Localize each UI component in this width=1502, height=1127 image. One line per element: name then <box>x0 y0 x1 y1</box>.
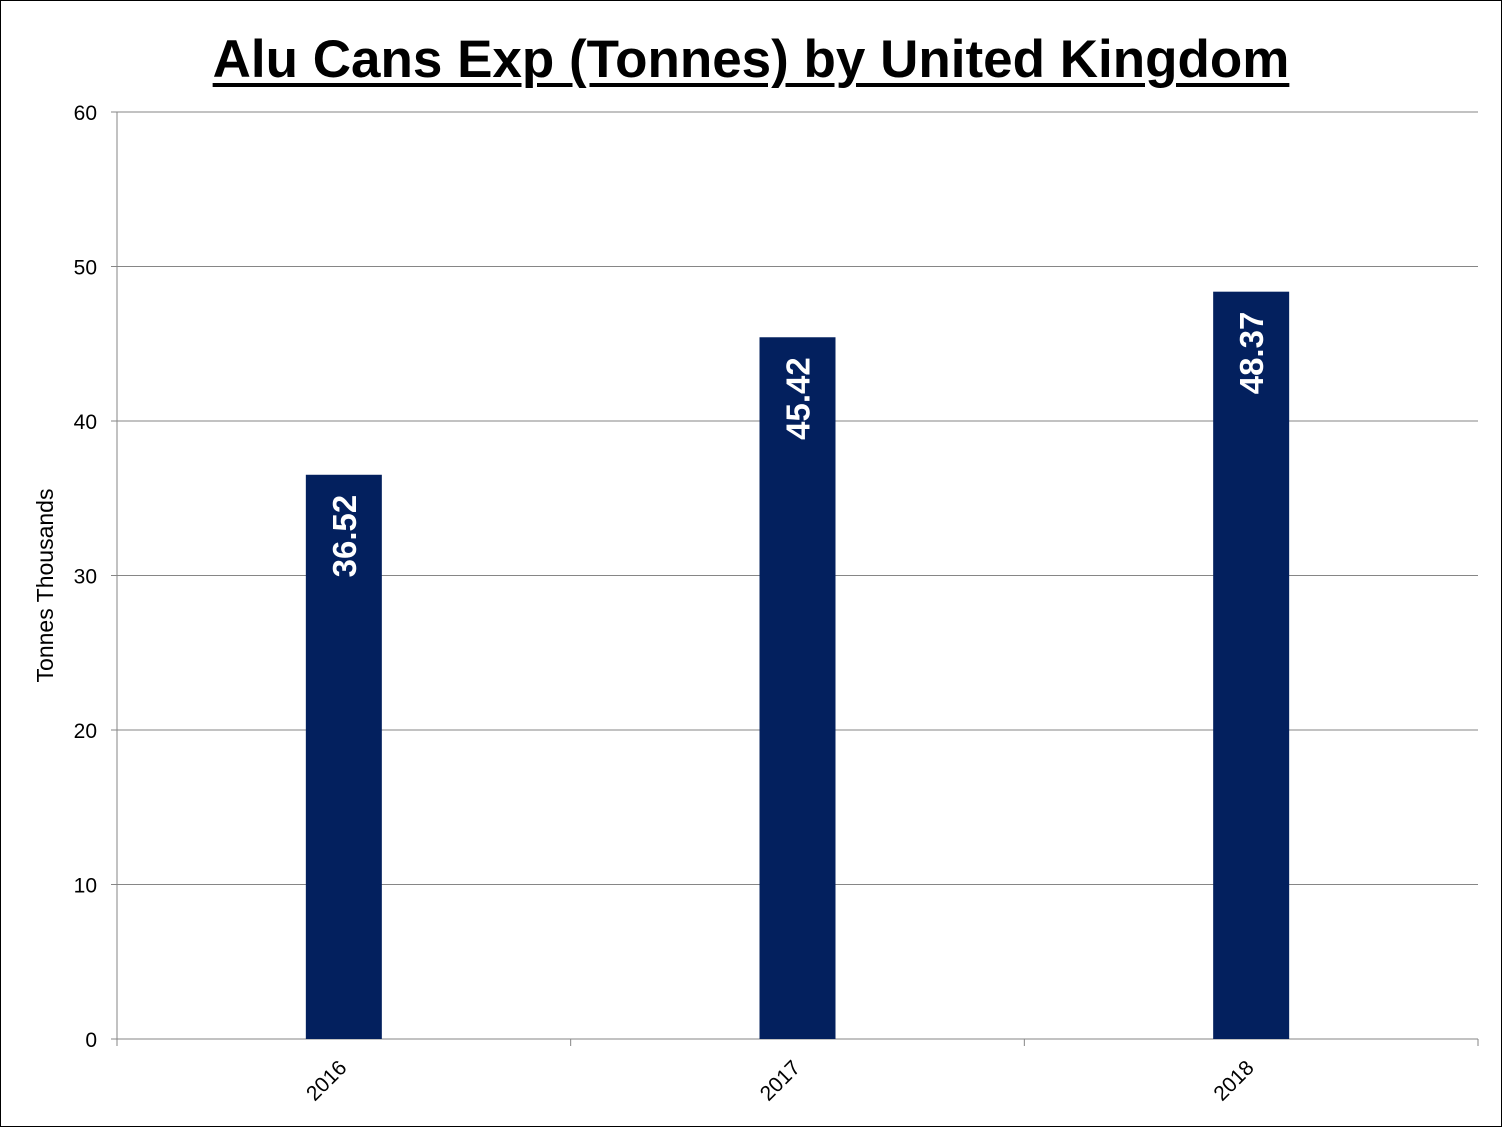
y-tick-label: 20 <box>74 720 97 743</box>
y-tick-label: 30 <box>74 566 97 589</box>
bar-2016 <box>305 474 382 1039</box>
x-tick-label: 2017 <box>756 1056 805 1105</box>
bar-2018 <box>1213 291 1290 1040</box>
x-tick-label: 2018 <box>1209 1056 1258 1105</box>
y-axis-title: Tonnes Thousands <box>32 489 58 683</box>
y-tick-label: 10 <box>74 875 97 898</box>
x-tick-label: 2016 <box>302 1056 351 1105</box>
y-tick-label: 40 <box>74 411 97 434</box>
y-tick-label: 0 <box>85 1029 97 1052</box>
bar-data-label: 45.42 <box>780 357 817 440</box>
chart-title: Alu Cans Exp (Tonnes) by United Kingdom <box>212 30 1290 89</box>
bar-2017 <box>759 337 836 1039</box>
bar-data-label: 48.37 <box>1233 312 1270 395</box>
y-tick-label: 50 <box>74 257 97 280</box>
y-tick-label: 60 <box>74 102 97 125</box>
bar-data-label: 36.52 <box>326 495 363 578</box>
